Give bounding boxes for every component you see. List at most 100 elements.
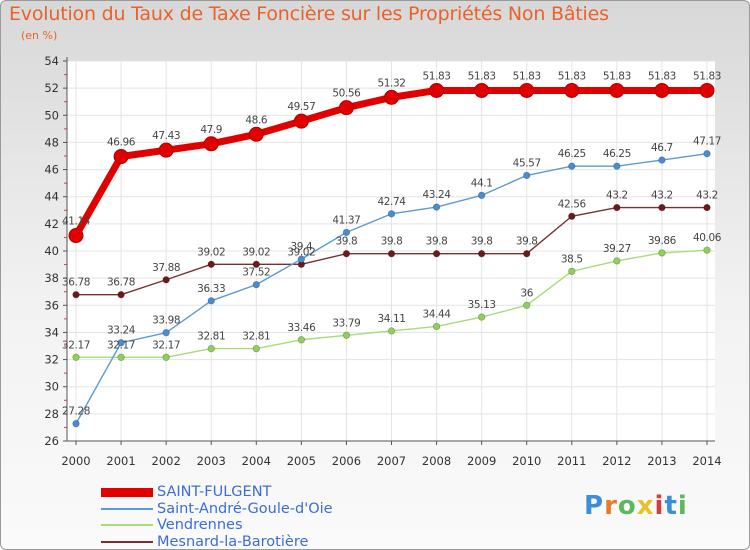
data-label: 39.8: [471, 236, 493, 248]
data-label: 51.83: [558, 70, 586, 82]
data-label: 32.17: [152, 339, 180, 351]
data-point: [568, 267, 576, 276]
data-point: [658, 156, 666, 164]
data-label: 39.8: [381, 236, 403, 248]
data-label: 47.17: [693, 136, 721, 148]
data-point: [703, 203, 711, 212]
data-label: 47.9: [200, 124, 222, 136]
x-tick-label: 2005: [287, 454, 316, 468]
data-point: [293, 113, 309, 129]
data-point: [523, 171, 531, 180]
data-label: 39.8: [336, 236, 358, 248]
data-label: 33.24: [107, 325, 136, 337]
data-label: 33.79: [332, 317, 360, 329]
data-label: 39.02: [197, 246, 225, 258]
legend-item-vendrennes[interactable]: Vendrennes: [101, 517, 333, 534]
y-tick-label: 28: [44, 407, 59, 421]
data-point: [72, 419, 80, 428]
data-label: 33.46: [287, 322, 316, 334]
data-point: [523, 250, 531, 258]
logo-letter: r: [604, 491, 618, 521]
x-tick-label: 2011: [557, 454, 586, 468]
data-label: 51.83: [693, 70, 721, 82]
data-label: 48.6: [245, 114, 267, 126]
data-label: 50.56: [332, 88, 361, 100]
data-point: [252, 280, 260, 289]
data-label: 44.1: [471, 177, 493, 189]
data-label: 51.83: [423, 70, 451, 82]
x-tick-label: 2001: [106, 454, 135, 468]
y-tick-label: 46: [44, 163, 59, 177]
data-label: 32.17: [62, 339, 90, 351]
data-label: 40.06: [693, 232, 722, 244]
data-point: [387, 210, 396, 218]
data-label: 46.96: [107, 137, 136, 149]
x-tick-label: 2009: [467, 454, 496, 468]
data-point: [384, 89, 399, 105]
data-point: [519, 82, 535, 98]
data-point: [248, 126, 264, 142]
data-point: [432, 203, 441, 211]
chart-title: Evolution du Taux de Taxe Foncière sur l…: [9, 3, 609, 25]
data-point: [252, 260, 260, 268]
data-point: [477, 250, 486, 258]
data-point: [613, 257, 621, 265]
data-label: 33.98: [152, 315, 180, 327]
data-point: [252, 344, 260, 353]
legend-label: Mesnard-la-Barotière: [157, 533, 309, 550]
y-tick-label: 26: [44, 434, 59, 448]
y-tick-label: 44: [44, 190, 59, 204]
data-label: 35.13: [468, 299, 496, 311]
data-label: 51.83: [603, 70, 631, 82]
data-label: 36: [520, 287, 533, 299]
data-point: [658, 249, 666, 257]
data-point: [72, 291, 80, 299]
data-point: [342, 331, 351, 339]
data-point: [162, 276, 170, 284]
data-point: [158, 142, 174, 158]
data-label: 39.4: [290, 241, 312, 253]
data-point: [568, 162, 576, 170]
data-label: 34.11: [377, 313, 405, 325]
data-label: 42.74: [377, 196, 406, 208]
legend-swatch: [101, 524, 153, 527]
data-label: 36.78: [62, 277, 90, 289]
x-tick-label: 2008: [422, 454, 451, 468]
logo-letter: i: [677, 491, 688, 521]
data-label: 39.86: [648, 235, 677, 247]
data-point: [703, 149, 711, 158]
data-point: [338, 100, 354, 116]
data-label: 51.32: [377, 77, 405, 89]
data-point: [203, 136, 219, 152]
legend-swatch: [101, 540, 153, 543]
data-label: 46.25: [558, 148, 586, 160]
x-tick-label: 2007: [377, 454, 406, 468]
data-point: [113, 149, 129, 165]
data-point: [297, 336, 306, 344]
data-point: [432, 322, 441, 331]
y-tick-label: 32: [44, 353, 59, 367]
data-point: [207, 297, 215, 305]
data-label: 49.57: [287, 101, 315, 113]
x-tick-label: 2000: [61, 454, 90, 468]
data-point: [703, 246, 711, 254]
data-point: [387, 250, 396, 258]
x-tick-label: 2002: [152, 454, 181, 468]
legend-item-mesnard[interactable]: Mesnard-la-Barotière: [101, 533, 333, 550]
logo-letter: i: [654, 491, 665, 521]
data-label: 37.88: [152, 262, 180, 274]
data-point: [613, 203, 621, 212]
x-tick-label: 2006: [332, 454, 361, 468]
logo-letter: P: [584, 491, 605, 521]
data-point: [207, 344, 215, 353]
data-point: [207, 260, 215, 268]
logo-letter: t: [664, 491, 678, 521]
data-label: 43.2: [696, 190, 718, 202]
legend-item-saint-fulgent[interactable]: SAINT-FULGENT: [101, 484, 333, 501]
data-point: [568, 212, 576, 220]
data-label: 43.2: [651, 190, 673, 202]
data-point: [117, 339, 125, 347]
legend-item-saint-andre[interactable]: Saint-André-Goule-d'Oie: [101, 501, 333, 518]
